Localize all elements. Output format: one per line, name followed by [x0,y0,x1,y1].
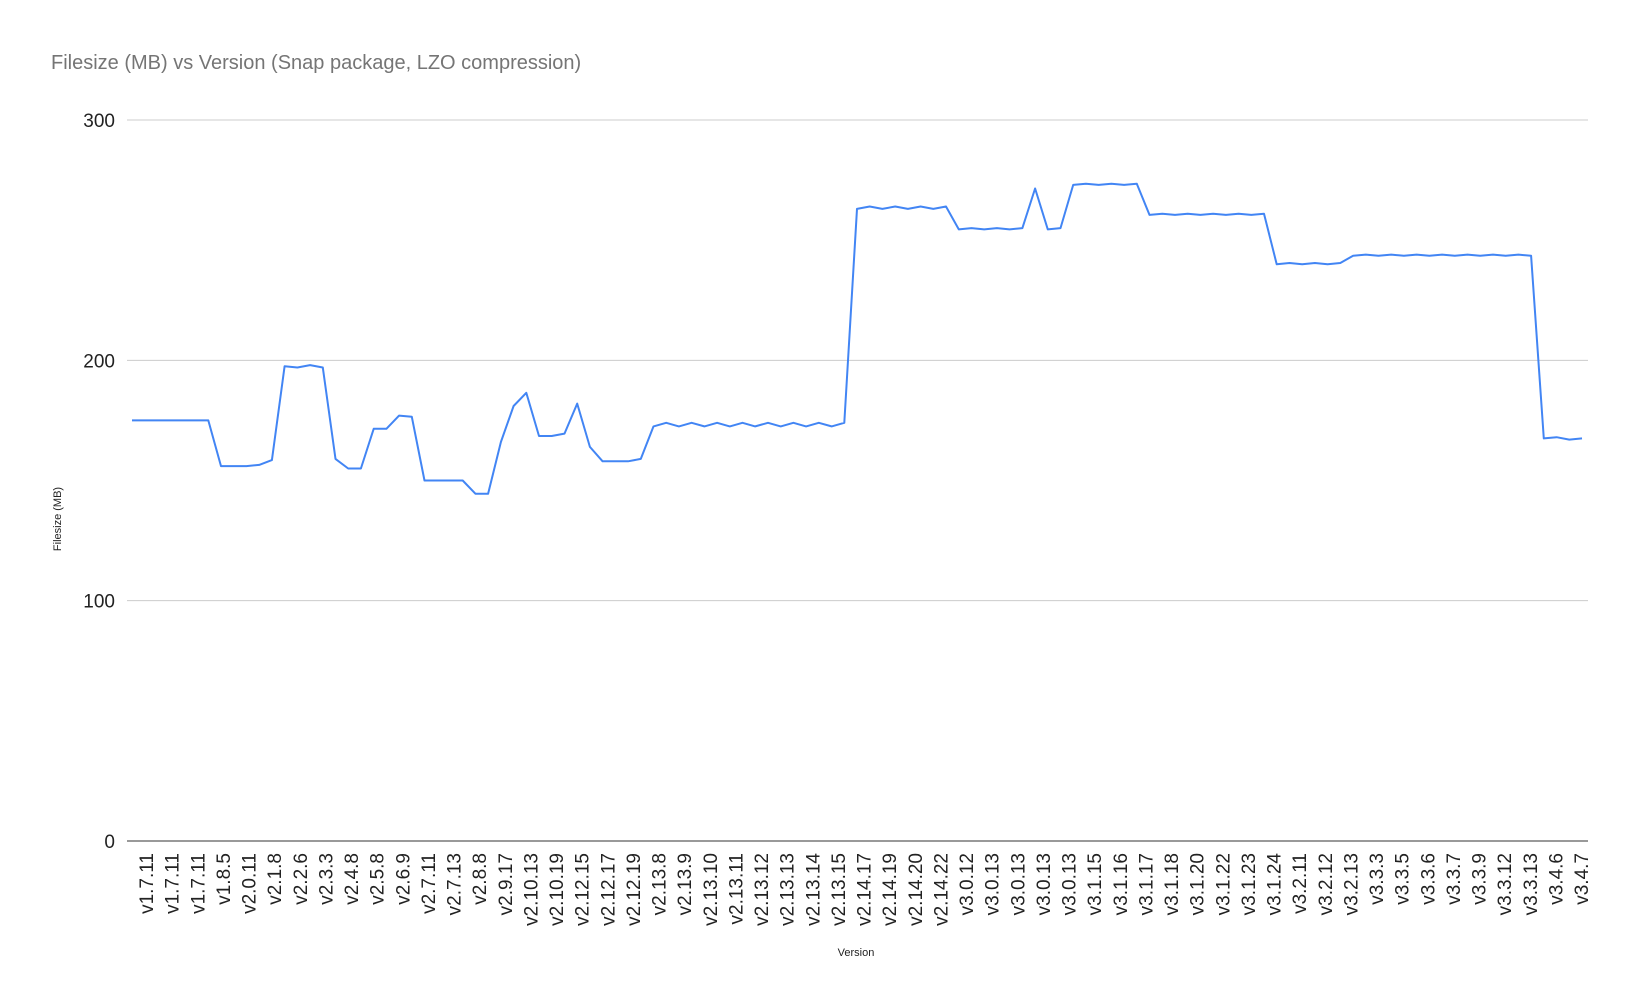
x-tick-label: v2.14.17 [855,853,876,926]
series-line [132,182,1583,495]
x-tick-label: v3.1.20 [1188,853,1209,915]
x-tick-label: v2.13.10 [701,853,722,926]
x-tick-label: v2.10.13 [521,853,542,926]
gridlines [127,119,1588,842]
x-tick-label: v3.2.13 [1341,853,1362,915]
x-tick-label: v3.3.12 [1495,853,1516,915]
x-tick-label: v3.2.12 [1316,853,1337,915]
y-tick-label: 300 [83,111,115,132]
x-tick-label: v3.0.13 [983,853,1004,915]
x-tick-label: v3.0.13 [1034,853,1055,915]
x-tick-label: v3.3.9 [1470,853,1491,905]
x-axis-label: Version [838,947,875,959]
x-tick-label: v2.13.9 [675,853,696,915]
x-tick-label: v3.3.5 [1393,853,1414,905]
x-tick-label: v2.13.11 [726,853,747,924]
x-tick-label: v3.1.18 [1162,853,1183,915]
x-tick-label: v2.13.14 [803,853,824,926]
series-layer [132,182,1583,495]
x-tick-label: v2.7.13 [445,853,466,915]
x-tick-label: v2.12.17 [598,853,619,926]
x-tick-label: v2.7.11 [419,853,440,914]
x-tick-label: v3.0.12 [957,853,978,915]
x-tick-label: v2.13.13 [778,853,799,926]
x-tick-label: v3.0.13 [1060,853,1081,915]
x-tick-label: v2.8.8 [470,853,491,905]
x-tick-label: v3.3.6 [1418,853,1439,905]
y-tick-label: 100 [83,592,115,613]
x-tick-label: v2.14.22 [931,853,952,926]
x-tick-label: v3.4.7 [1572,853,1593,905]
x-axis-ticks: v1.7.11 v1.7.11 v1.7.11 v1.8.5 v2.0.11 v2.1.8… [137,853,1593,926]
x-tick-label: v3.1.17 [1136,853,1157,915]
x-tick-label: v3.0.13 [1008,853,1029,915]
x-tick-label: v2.9.17 [496,853,517,915]
x-tick-label: v3.4.6 [1546,853,1567,905]
x-tick-label: v2.12.19 [624,853,645,926]
x-tick-label: v2.0.11 [240,853,261,914]
y-tick-label: 0 [104,832,115,853]
x-tick-label: v2.6.9 [393,853,414,905]
x-tick-label: v1.7.11 [137,853,158,914]
x-tick-label: v1.7.11 [163,853,184,914]
x-tick-label: v3.1.23 [1239,853,1260,915]
y-axis-label: Filesize (MB) [52,487,64,551]
x-tick-label: v2.1.8 [265,853,286,905]
x-tick-label: v2.4.8 [342,853,363,905]
x-tick-label: v3.3.3 [1367,853,1388,905]
x-tick-label: v3.1.15 [1085,853,1106,915]
chart-title: Filesize (MB) vs Version (Snap package, … [51,52,581,74]
x-tick-label: v2.3.3 [316,853,337,905]
x-tick-label: v2.2.6 [291,853,312,905]
y-tick-label: 200 [83,351,115,372]
x-tick-label: v3.1.24 [1265,853,1286,916]
x-tick-label: v3.2.11 [1290,853,1311,914]
y-axis-ticks: 0 100 200 300 [83,111,115,853]
x-tick-label: v2.5.8 [368,853,389,905]
x-tick-label: v3.3.7 [1444,853,1465,905]
x-tick-label: v2.12.15 [573,853,594,926]
x-tick-label: v2.14.20 [906,853,927,926]
x-tick-label: v2.14.19 [880,853,901,926]
x-tick-label: v2.13.8 [650,853,671,915]
x-tick-label: v2.10.19 [547,853,568,926]
x-tick-label: v2.13.12 [752,853,773,926]
x-tick-label: v2.13.15 [829,853,850,926]
x-tick-label: v3.3.13 [1521,853,1542,915]
x-tick-label: v3.1.22 [1213,853,1234,915]
x-tick-label: v1.7.11 [188,853,209,914]
x-tick-label: v3.1.16 [1111,853,1132,915]
x-tick-label: v1.8.5 [214,853,235,905]
